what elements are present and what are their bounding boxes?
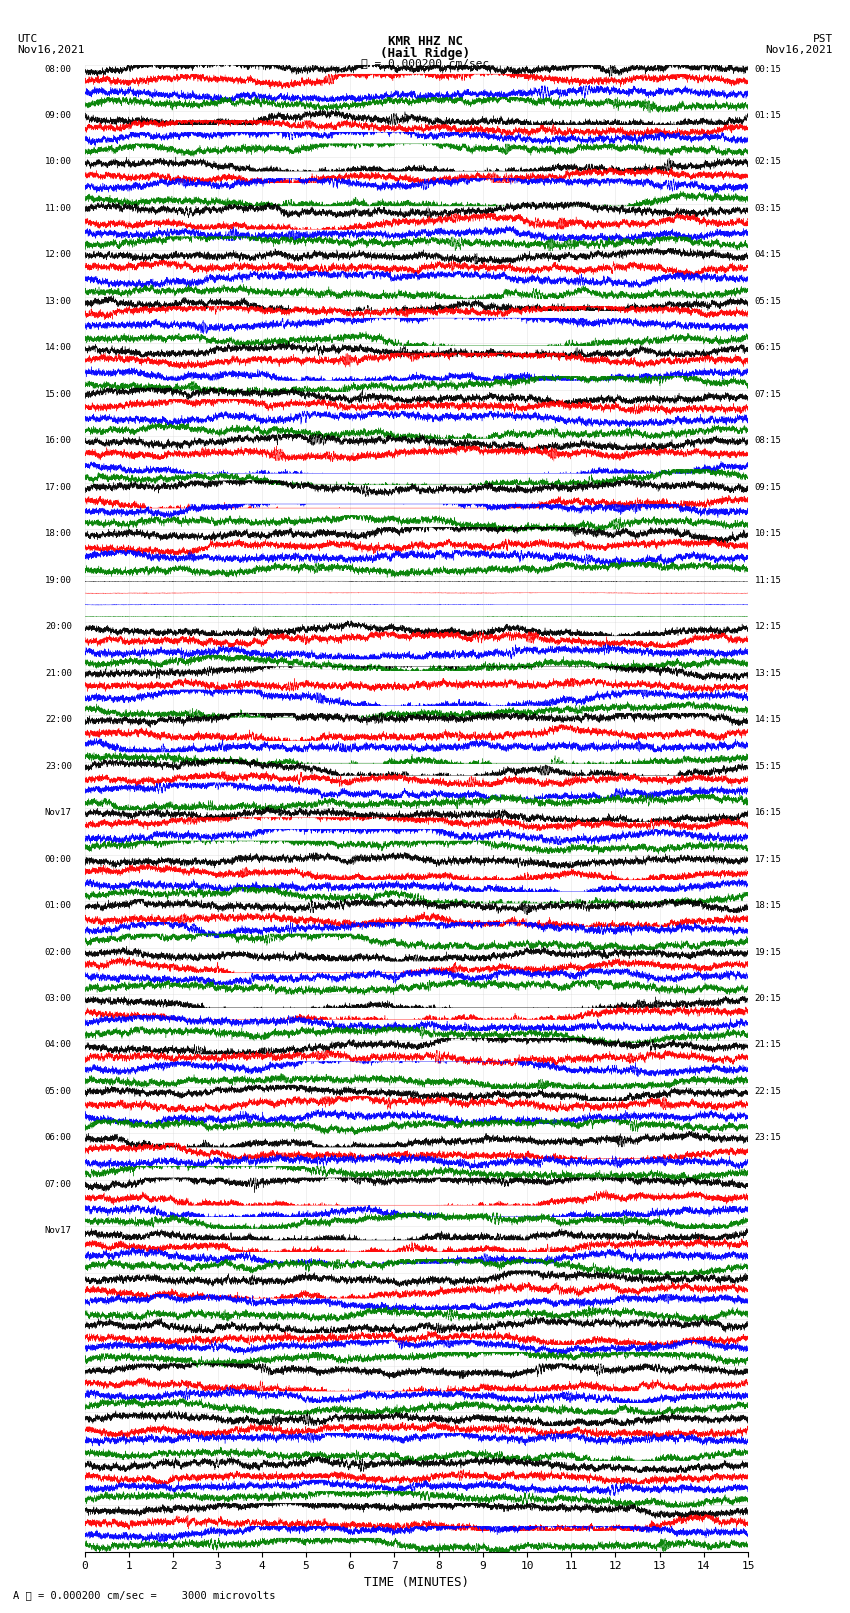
Text: Nov17: Nov17: [45, 808, 71, 818]
Text: 08:15: 08:15: [755, 436, 781, 445]
Text: 12:00: 12:00: [45, 250, 71, 260]
Text: (Hail Ridge): (Hail Ridge): [380, 47, 470, 60]
Text: A ⏐ = 0.000200 cm/sec =    3000 microvolts: A ⏐ = 0.000200 cm/sec = 3000 microvolts: [13, 1590, 275, 1600]
Text: 00:15: 00:15: [755, 65, 781, 74]
Text: 04:15: 04:15: [755, 250, 781, 260]
Text: 02:00: 02:00: [45, 947, 71, 957]
Text: 23:00: 23:00: [45, 761, 71, 771]
Text: 11:15: 11:15: [755, 576, 781, 586]
Text: Nov16,2021: Nov16,2021: [17, 45, 84, 55]
Text: 06:15: 06:15: [755, 344, 781, 352]
Text: 20:15: 20:15: [755, 994, 781, 1003]
Text: 01:00: 01:00: [45, 902, 71, 910]
Text: 14:00: 14:00: [45, 344, 71, 352]
Text: 17:15: 17:15: [755, 855, 781, 863]
Text: 16:15: 16:15: [755, 808, 781, 818]
Text: 02:15: 02:15: [755, 158, 781, 166]
Text: 03:00: 03:00: [45, 994, 71, 1003]
Text: 15:00: 15:00: [45, 390, 71, 398]
Text: 10:15: 10:15: [755, 529, 781, 539]
Text: 15:15: 15:15: [755, 761, 781, 771]
Text: Nov17: Nov17: [45, 1226, 71, 1236]
Text: 18:00: 18:00: [45, 529, 71, 539]
Text: 07:00: 07:00: [45, 1181, 71, 1189]
Text: 16:00: 16:00: [45, 436, 71, 445]
Text: 05:15: 05:15: [755, 297, 781, 306]
Text: Nov16,2021: Nov16,2021: [766, 45, 833, 55]
Text: 19:00: 19:00: [45, 576, 71, 586]
Text: 22:15: 22:15: [755, 1087, 781, 1095]
Text: PST: PST: [813, 34, 833, 44]
Text: ⏐ = 0.000200 cm/sec: ⏐ = 0.000200 cm/sec: [361, 58, 489, 68]
Text: 00:00: 00:00: [45, 855, 71, 863]
Text: 09:00: 09:00: [45, 111, 71, 119]
Text: 21:15: 21:15: [755, 1040, 781, 1050]
Text: 14:15: 14:15: [755, 715, 781, 724]
Text: 03:15: 03:15: [755, 203, 781, 213]
Text: 12:15: 12:15: [755, 623, 781, 631]
Text: 20:00: 20:00: [45, 623, 71, 631]
Text: 19:15: 19:15: [755, 947, 781, 957]
Text: 13:15: 13:15: [755, 669, 781, 677]
Text: 06:00: 06:00: [45, 1134, 71, 1142]
Text: 07:15: 07:15: [755, 390, 781, 398]
Text: 22:00: 22:00: [45, 715, 71, 724]
Text: 23:15: 23:15: [755, 1134, 781, 1142]
Text: 10:00: 10:00: [45, 158, 71, 166]
Text: 21:00: 21:00: [45, 669, 71, 677]
Text: 05:00: 05:00: [45, 1087, 71, 1095]
Text: 13:00: 13:00: [45, 297, 71, 306]
Text: UTC: UTC: [17, 34, 37, 44]
Text: 08:00: 08:00: [45, 65, 71, 74]
Text: 04:00: 04:00: [45, 1040, 71, 1050]
Text: KMR HHZ NC: KMR HHZ NC: [388, 35, 462, 48]
Text: 11:00: 11:00: [45, 203, 71, 213]
Text: 09:15: 09:15: [755, 482, 781, 492]
Text: 01:15: 01:15: [755, 111, 781, 119]
Text: 17:00: 17:00: [45, 482, 71, 492]
X-axis label: TIME (MINUTES): TIME (MINUTES): [364, 1576, 469, 1589]
Text: 18:15: 18:15: [755, 902, 781, 910]
